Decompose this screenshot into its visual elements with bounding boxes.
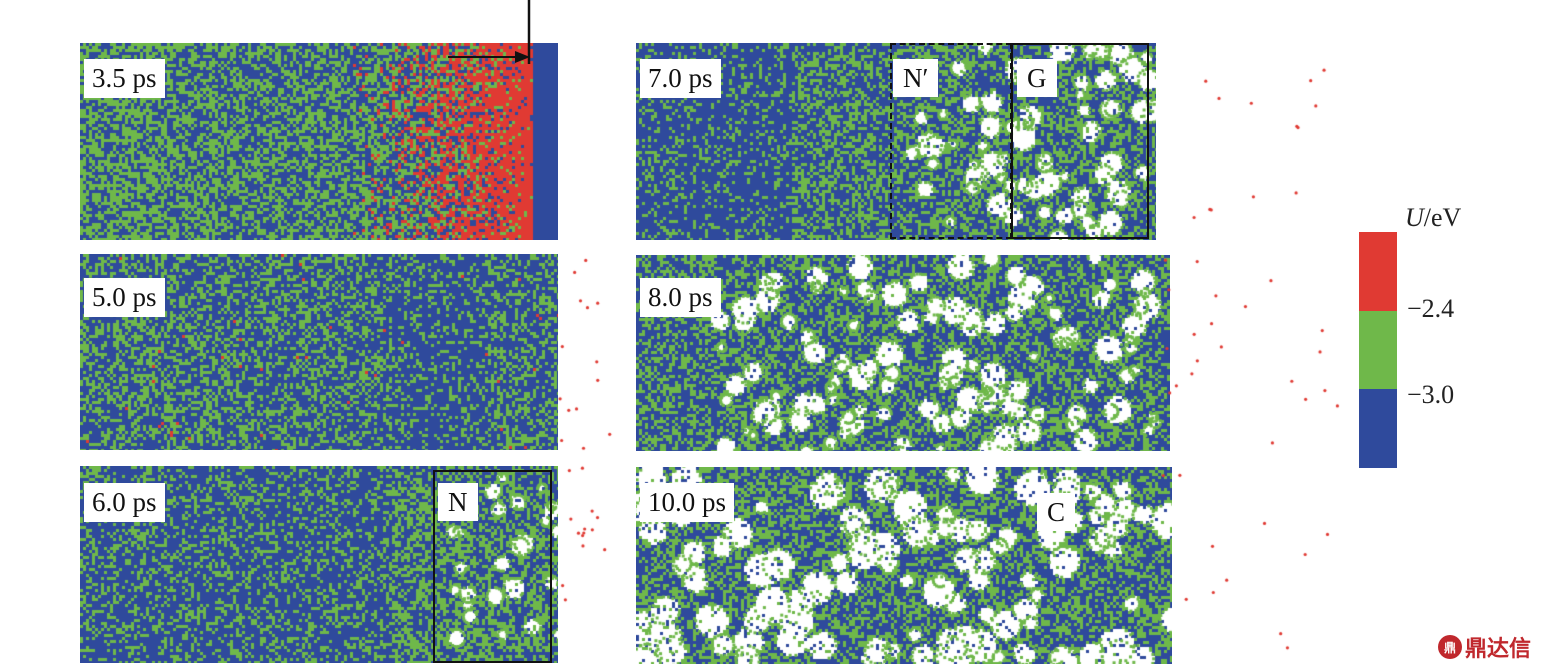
watermark-logo-icon: 鼎 [1438,635,1462,659]
colorbar-mid [1359,310,1397,390]
time-label: 6.0 ps [84,483,165,522]
panel-6-0ps: 6.0 ps N [80,466,558,663]
panel-3-5ps: 3.5 ps [80,43,558,240]
colorbar-high [1359,232,1397,311]
watermark-text: 鼎达信 [1465,637,1532,662]
time-label: 7.0 ps [640,59,721,98]
panel-10-0ps: 10.0 ps C [636,467,1172,664]
time-label: 8.0 ps [640,278,721,317]
panel-7-0ps: 7.0 ps N′ G [636,43,1156,240]
nucleation-prime-label: N′ [893,59,939,97]
nucleation-region-label: N [438,483,478,521]
colorbar-tick-lower: −3.0 [1407,380,1455,409]
time-label: 5.0 ps [84,278,165,317]
colorbar-title: U/eV [1405,203,1462,232]
panel-5-0ps: 5.0 ps [80,254,558,450]
colorbar [1359,232,1397,469]
publisher-watermark: 鼎 鼎达信 [1438,631,1531,663]
time-label: 3.5 ps [84,59,165,98]
coalescence-region-label: C [1037,493,1076,531]
time-label: 10.0 ps [640,483,735,522]
colorbar-tick-upper: −2.4 [1407,294,1455,323]
growth-region-label: G [1017,59,1057,97]
panel-8-0ps: 8.0 ps [636,255,1170,451]
colorbar-low [1359,389,1397,469]
